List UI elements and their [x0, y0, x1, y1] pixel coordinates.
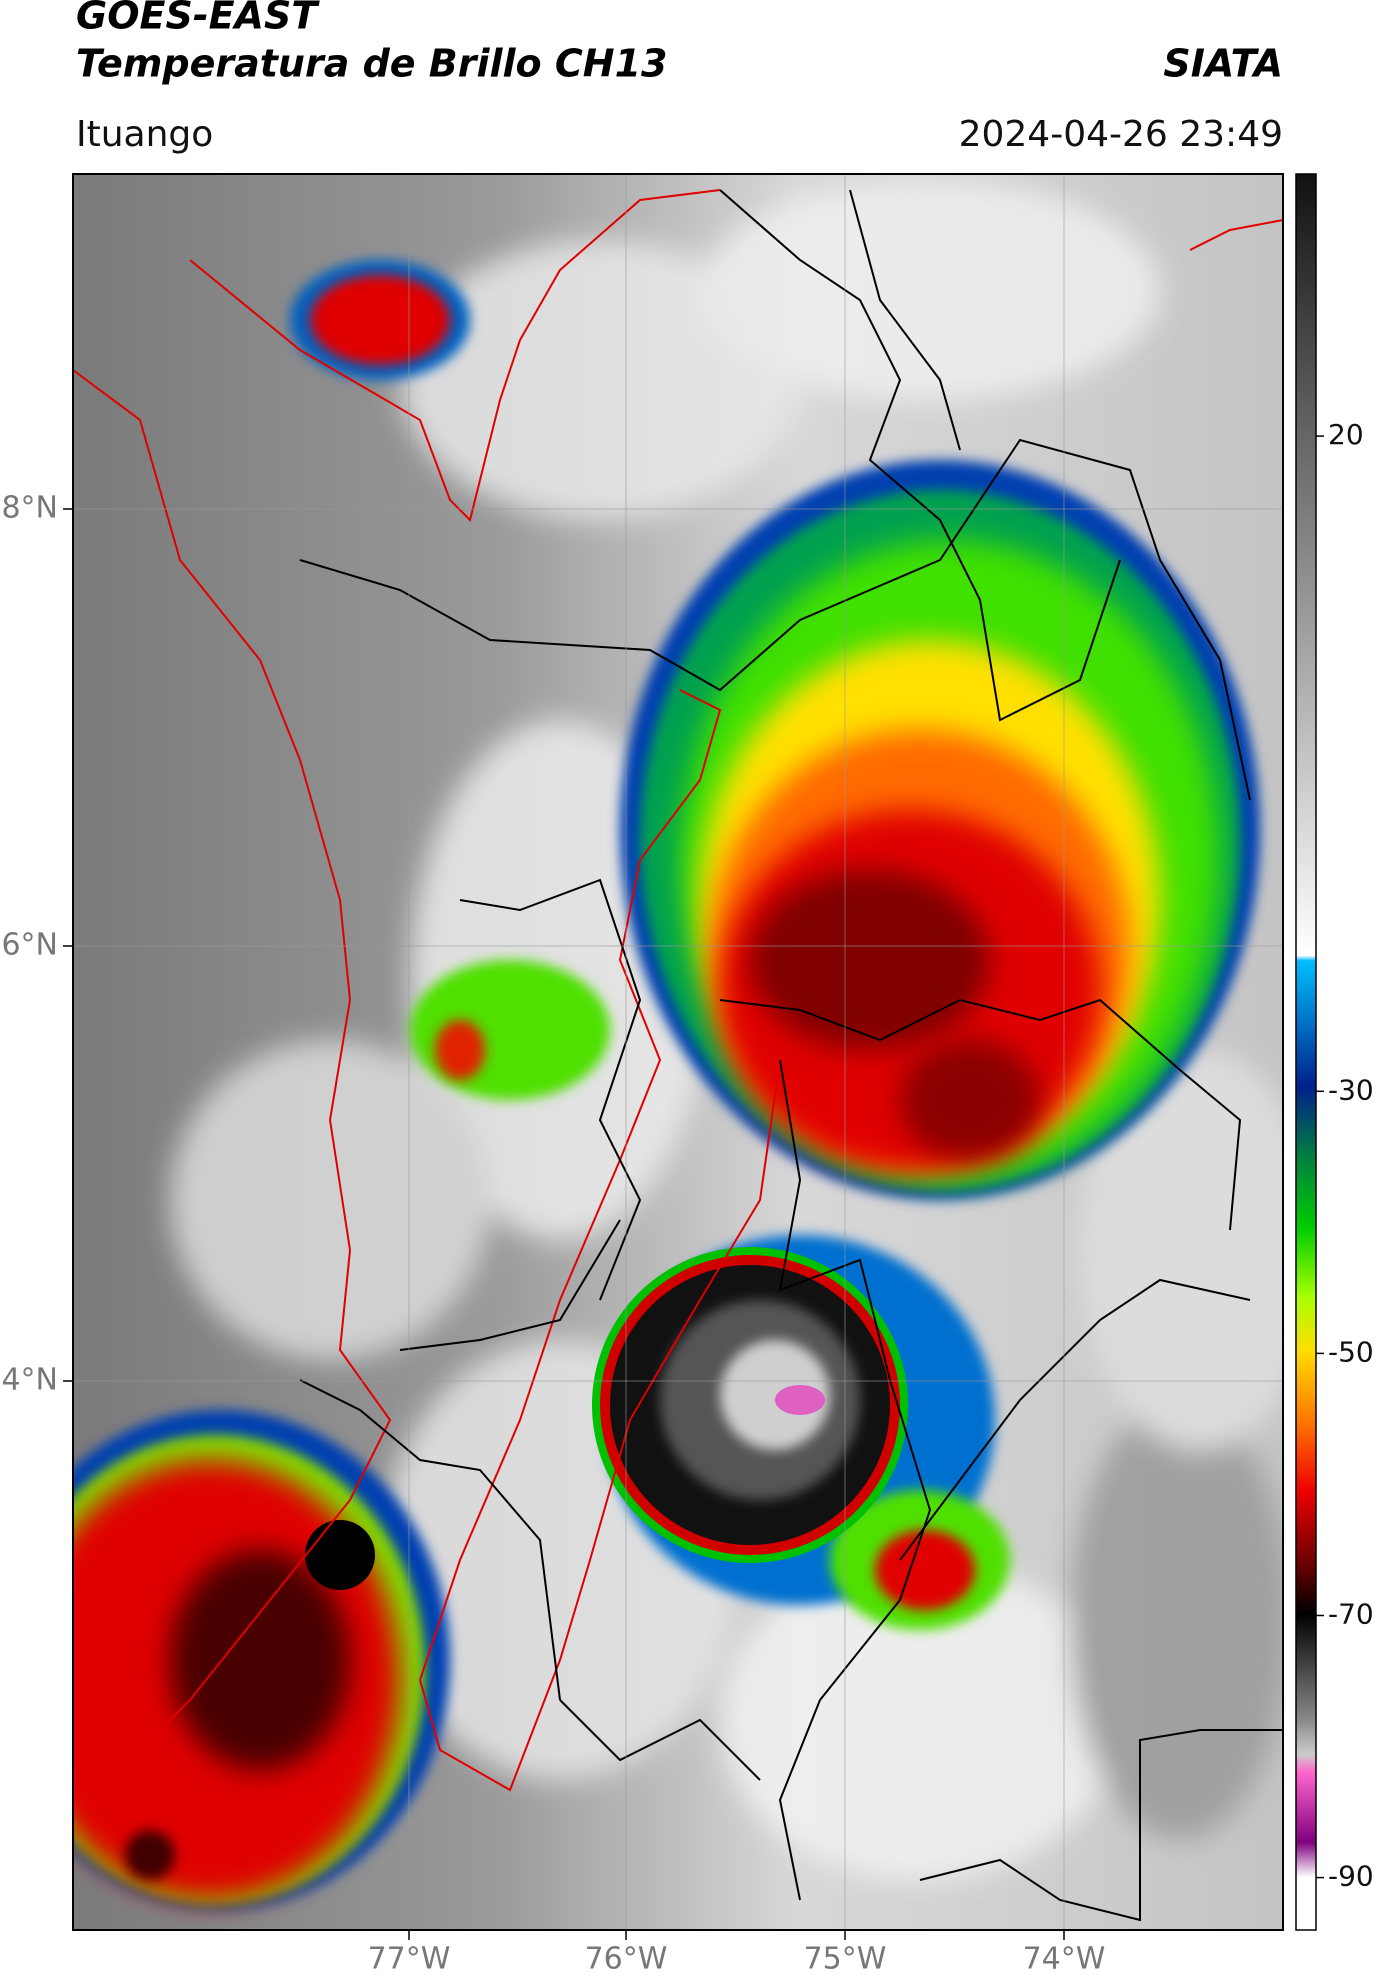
lat-label: 8°N	[1, 491, 58, 526]
colorbar	[1295, 173, 1317, 1931]
datetime: 2024-04-26 23:49	[959, 114, 1283, 155]
lat-label: 4°N	[1, 1363, 58, 1398]
lon-label: 77°W	[368, 1942, 451, 1977]
colorbar-tick-label: -90	[1328, 1860, 1374, 1893]
satellite-image	[73, 174, 1283, 1930]
title: GOES-EAST	[76, 0, 320, 38]
storm-central	[290, 260, 1260, 1200]
location: Ituango	[76, 114, 213, 155]
subtitle: Temperatura de Brillo CH13	[76, 42, 667, 86]
graticule	[73, 174, 1283, 1930]
lat-label: 6°N	[1, 928, 58, 963]
lon-label: 75°W	[804, 1942, 887, 1977]
storm-southwest	[73, 1410, 450, 1910]
colorbar-tick-label: -70	[1328, 1597, 1374, 1630]
lon-label: 74°W	[1023, 1942, 1106, 1977]
borders	[73, 189, 1283, 1922]
colorbar-tick-label: -30	[1328, 1073, 1374, 1106]
storm-south	[592, 1235, 1010, 1630]
colorbar-tick-label: -50	[1328, 1335, 1374, 1368]
colorbar-tick-label: 20	[1328, 418, 1364, 451]
source: SIATA	[1163, 42, 1283, 86]
map-frame	[72, 173, 1284, 1931]
lon-label: 76°W	[585, 1942, 668, 1977]
